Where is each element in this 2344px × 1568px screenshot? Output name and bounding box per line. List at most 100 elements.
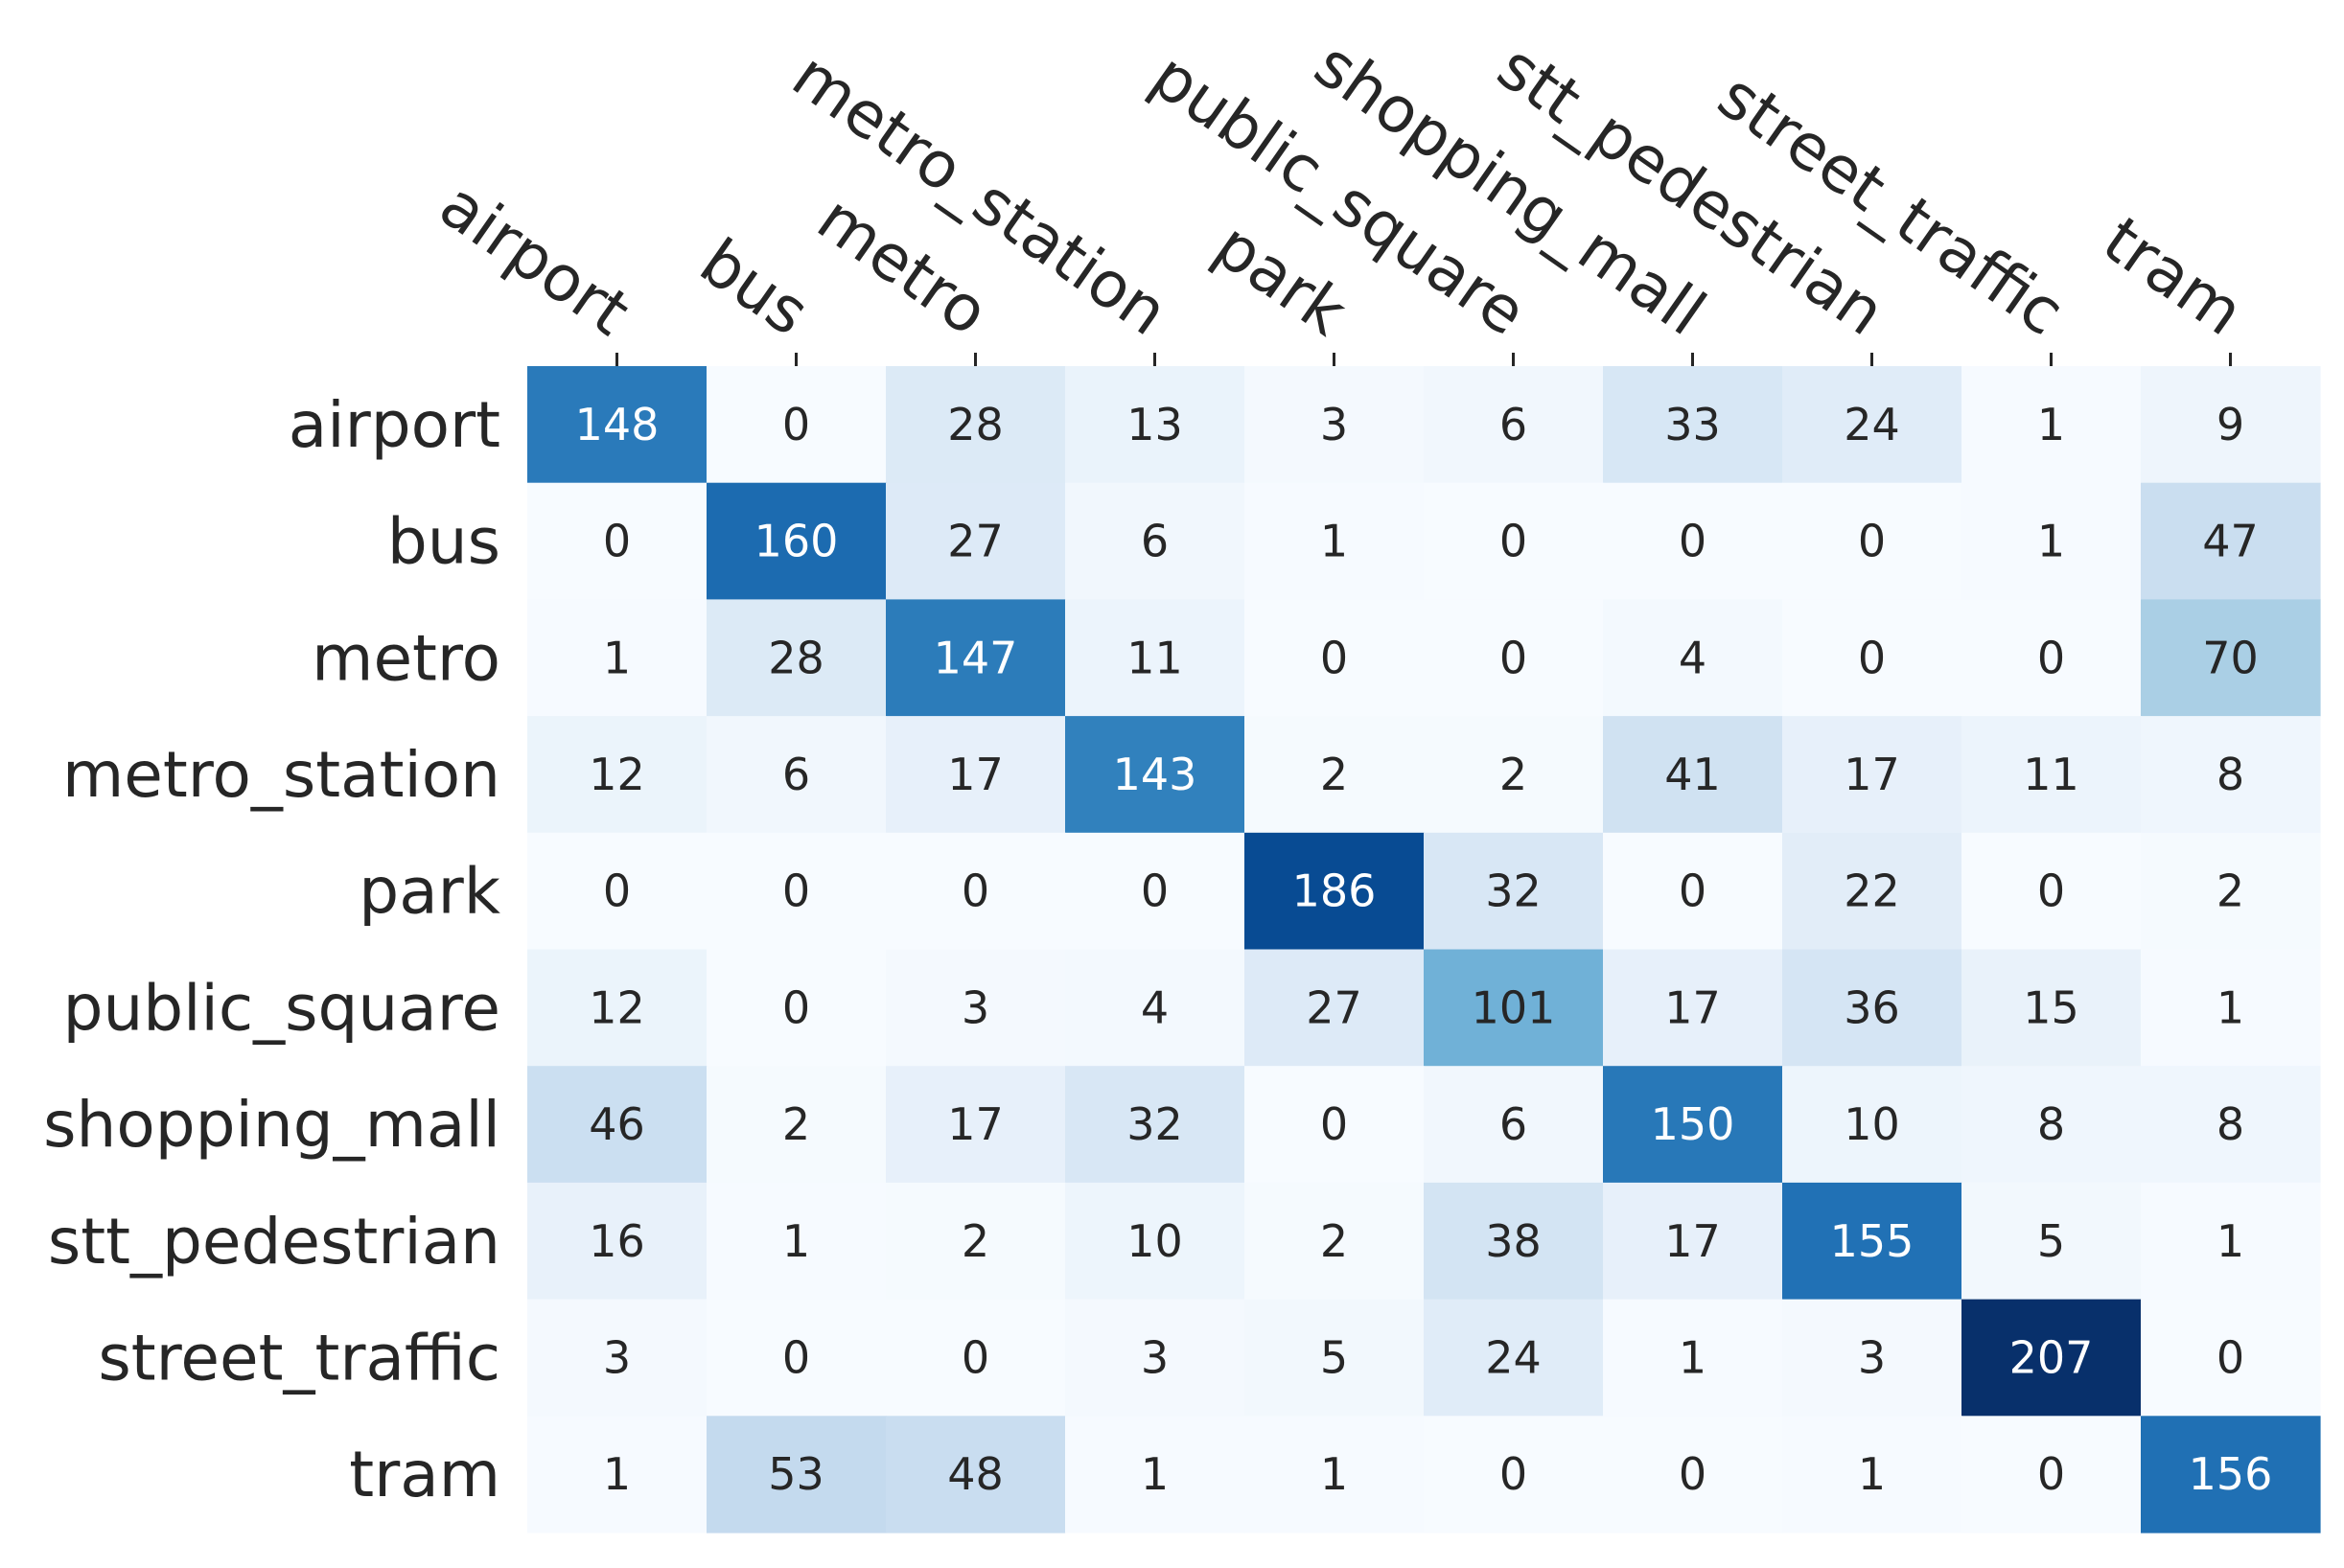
y-tick-label: public_square [63,971,500,1045]
cell-value-label: 17 [1664,981,1721,1033]
cell-value-label: 33 [1664,399,1721,450]
cell-value-label: 27 [1306,981,1362,1033]
cell-value-label: 32 [1485,865,1542,917]
cell-value-label: 6 [1141,516,1169,567]
cell-value-label: 24 [1485,1331,1542,1383]
heatmap-cell [1244,1299,1425,1417]
cell-value-label: 15 [2023,981,2079,1033]
heatmap-cell [527,482,708,600]
heatmap-cell [707,716,887,834]
cell-value-label: 156 [2189,1448,2273,1500]
cell-value-label: 8 [2216,1098,2244,1150]
y-tick-label: bus [387,505,500,579]
heatmap-cell [1961,1066,2142,1184]
cell-value-label: 186 [1292,865,1377,917]
heatmap-cell [1244,482,1425,600]
cell-value-label: 0 [782,981,810,1033]
heatmap-cell [1424,1416,1604,1533]
cell-value-label: 0 [782,1331,810,1383]
cell-value-label: 32 [1126,1098,1183,1150]
y-tick-label: stt_pedestrian [48,1205,500,1279]
heatmap-cell [527,366,708,484]
heatmap-cell [886,1299,1066,1417]
cell-value-label: 0 [1679,516,1706,567]
cell-value-label: 1 [2037,399,2065,450]
heatmap-cell [1065,366,1245,484]
heatmap-cell [707,599,887,717]
y-tick-label: metro [312,621,500,695]
cell-value-label: 0 [1858,632,1886,683]
heatmap-cell [886,599,1066,717]
cell-value-label: 2 [782,1098,810,1150]
cell-value-label: 5 [1320,1331,1348,1383]
cell-value-label: 0 [782,399,810,450]
cell-value-label: 47 [2202,516,2259,567]
heatmap-cell [527,949,708,1067]
heatmap-cell [1603,949,1783,1067]
cell-value-label: 207 [2009,1331,2094,1383]
heatmap-cell [1782,482,1962,600]
cell-value-label: 1 [2216,1215,2244,1267]
cell-value-label: 24 [1844,399,1900,450]
cell-value-label: 0 [2037,1448,2065,1500]
heatmap-cell [1424,1066,1604,1184]
cell-value-label: 8 [2037,1098,2065,1150]
x-tick-label: tram [2090,203,2256,351]
cell-annotations: 148 0 28 13 3 6 33 24 1 90 160 27 6 1 0 0 0 1 471 28 147 11 0 0… [575,399,2273,1500]
cell-value-label: 0 [1499,516,1527,567]
y-tick-label: tram [349,1438,500,1511]
cell-value-label: 1 [1679,1331,1706,1383]
heatmap-cell [527,599,708,717]
cell-value-label: 13 [1126,399,1183,450]
cell-value-label: 11 [1126,632,1183,683]
cell-value-label: 1 [1320,516,1348,567]
heatmap-cell [1782,832,1962,951]
heatmap-cell [1961,599,2142,717]
cell-value-label: 0 [1499,1448,1527,1500]
cell-value-label: 10 [1126,1215,1183,1267]
cell-value-label: 2 [1499,749,1527,800]
cell-value-label: 1 [2216,981,2244,1033]
cell-value-label: 53 [768,1448,824,1500]
heatmap-cell [707,366,887,484]
heatmap-cell [707,482,887,600]
y-tick-label: metro_station [62,738,500,812]
heatmap-cell [886,949,1066,1067]
cell-value-label: 3 [1141,1331,1169,1383]
heatmap-cell [1603,1416,1783,1533]
heatmap-cell [707,1066,887,1184]
cell-value-label: 1 [1320,1448,1348,1500]
cell-value-label: 1 [782,1215,810,1267]
heatmap-cell [1065,599,1245,717]
cell-value-label: 22 [1844,865,1900,917]
cell-value-label: 0 [2037,632,2065,683]
y-tick-label: street_traffic [98,1321,500,1395]
heatmap-cell [1424,1182,1604,1301]
heatmap-cell [1244,832,1425,951]
heatmap-cell [1782,599,1962,717]
heatmap-cell [1065,1182,1245,1301]
x-axis-ticks [615,353,2232,366]
cell-value-label: 0 [1679,865,1706,917]
cell-value-label: 10 [1844,1098,1900,1150]
y-tick-label: airport [289,388,500,462]
cell-value-label: 160 [754,516,839,567]
cell-value-label: 38 [1485,1215,1542,1267]
cell-value-label: 70 [2202,632,2259,683]
heatmap-cell [886,1416,1066,1533]
heatmap-cell [1424,832,1604,951]
heatmap-cell [527,1299,708,1417]
heatmap-cell [1961,1299,2142,1417]
cell-value-label: 12 [589,981,645,1033]
cell-value-label: 9 [2216,399,2244,450]
cell-value-label: 155 [1830,1215,1915,1267]
heatmap-cell [1782,366,1962,484]
heatmap-cell [1424,1299,1604,1417]
cell-value-label: 16 [589,1215,645,1267]
cell-value-label: 1 [603,632,631,683]
heatmap-cell [1065,716,1245,834]
cell-value-label: 0 [1320,1098,1348,1150]
cell-value-label: 6 [782,749,810,800]
cell-value-label: 17 [947,749,1004,800]
cell-value-label: 2 [1320,1215,1348,1267]
